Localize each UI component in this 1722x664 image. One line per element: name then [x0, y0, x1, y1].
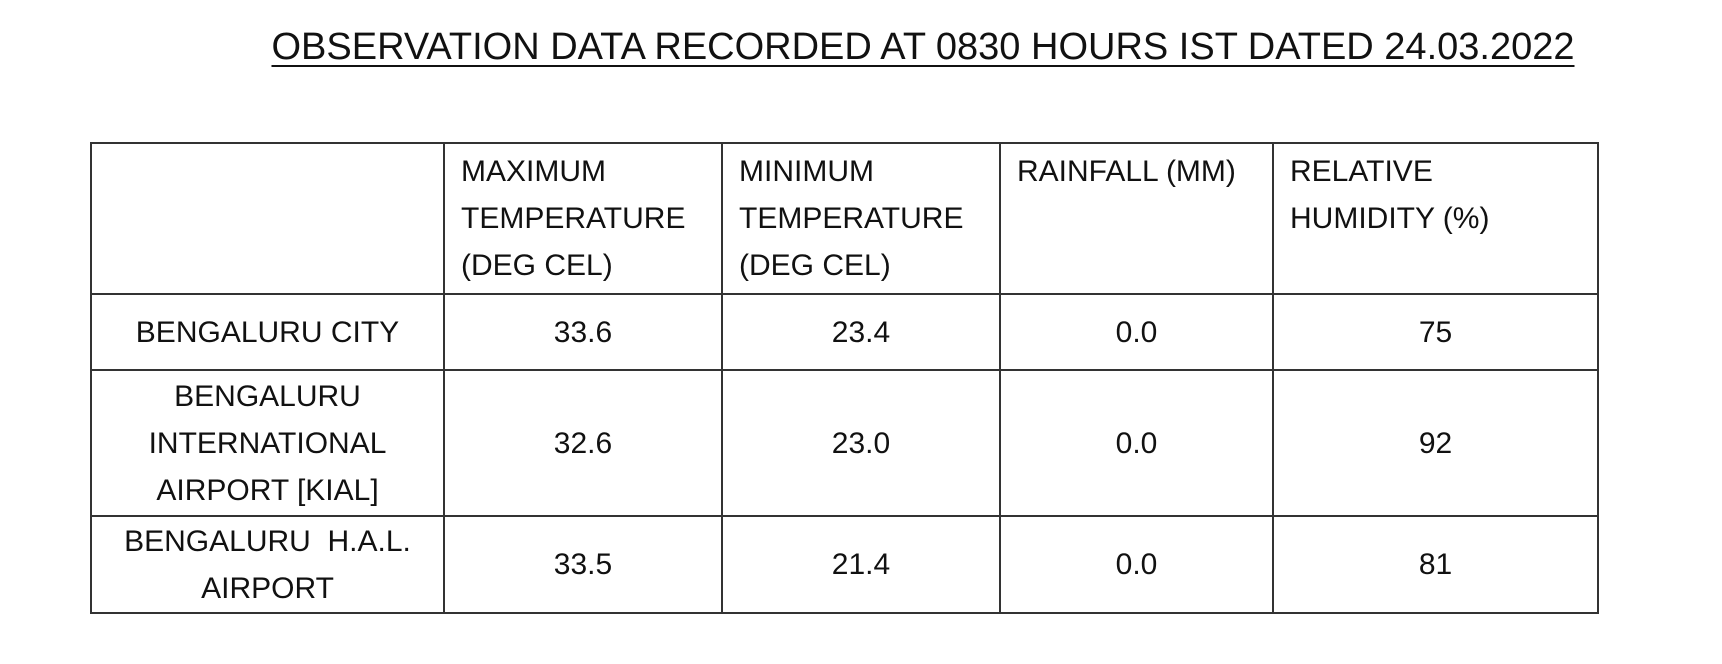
station-cell: BENGALURU CITY [90, 293, 445, 371]
value-cell: 33.5 [443, 515, 723, 614]
station-cell: BENGALURU H.A.L. AIRPORT [90, 515, 445, 614]
data-row: BENGALURU INTERNATIONAL AIRPORT [KIAL] 32… [90, 369, 1599, 517]
value-cell: 81 [1272, 515, 1599, 614]
value-cell: 92 [1272, 369, 1599, 517]
value-cell: 0.0 [999, 293, 1274, 371]
page-title: OBSERVATION DATA RECORDED AT 0830 HOURS … [271, 26, 1575, 68]
value-cell: 23.4 [721, 293, 1001, 371]
header-cell: RELATIVE HUMIDITY (%) [1272, 142, 1599, 295]
header-cell [90, 142, 445, 295]
station-cell: BENGALURU INTERNATIONAL AIRPORT [KIAL] [90, 369, 445, 517]
header-cell: RAINFALL (MM) [999, 142, 1274, 295]
header-cell: MAXIMUM TEMPERATURE (DEG CEL) [443, 142, 723, 295]
data-row: BENGALURU CITY 33.6 23.4 0.0 75 [90, 293, 1599, 371]
header-row: MAXIMUM TEMPERATURE (DEG CEL) MINIMUM TE… [90, 142, 1599, 295]
value-cell: 21.4 [721, 515, 1001, 614]
value-cell: 33.6 [443, 293, 723, 371]
header-cell: MINIMUM TEMPERATURE (DEG CEL) [721, 142, 1001, 295]
value-cell: 75 [1272, 293, 1599, 371]
observation-table: MAXIMUM TEMPERATURE (DEG CEL) MINIMUM TE… [90, 142, 1599, 614]
value-cell: 23.0 [721, 369, 1001, 517]
data-row: BENGALURU H.A.L. AIRPORT 33.5 21.4 0.0 81 [90, 515, 1599, 614]
value-cell: 0.0 [999, 515, 1274, 614]
value-cell: 0.0 [999, 369, 1274, 517]
value-cell: 32.6 [443, 369, 723, 517]
